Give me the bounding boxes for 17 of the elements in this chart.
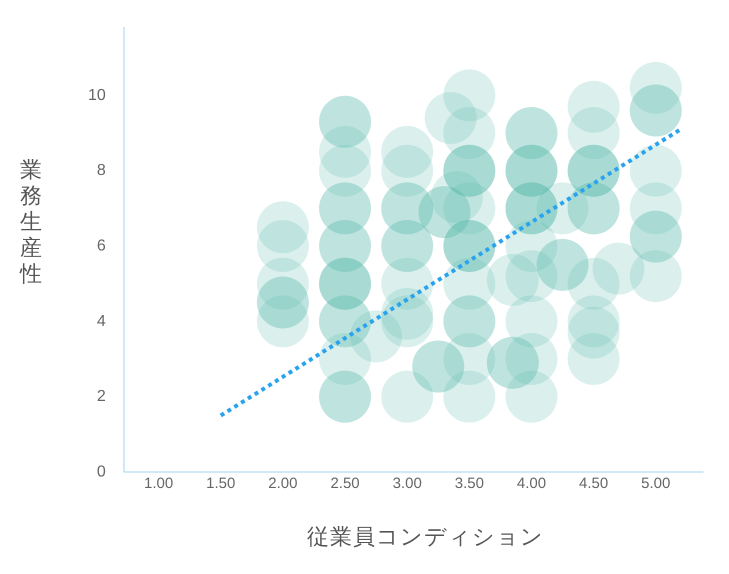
x-tick-label: 4.50 [579, 475, 608, 492]
x-tick-label: 3.00 [392, 475, 422, 492]
y-axis-title: 業務生産性 [20, 158, 43, 288]
y-tick-label: 10 [88, 86, 106, 104]
x-tick-label: 1.00 [144, 475, 174, 492]
y-tick-label: 2 [96, 388, 106, 406]
x-tick-label: 4.00 [516, 475, 546, 492]
x-tick-label: 2.50 [330, 475, 360, 492]
x-tick-label: 3.50 [454, 475, 484, 492]
x-tick-label: 2.00 [268, 475, 298, 492]
x-tick-label: 5.00 [641, 475, 670, 492]
y-tick-label: 4 [96, 312, 106, 330]
y-tick-label: 8 [96, 162, 106, 180]
x-axis-title: 従業員コンディション [306, 524, 545, 552]
y-tick-label: 6 [96, 237, 106, 254]
y-tick-label: 0 [96, 463, 106, 480]
x-tick-label: 1.50 [206, 475, 236, 492]
